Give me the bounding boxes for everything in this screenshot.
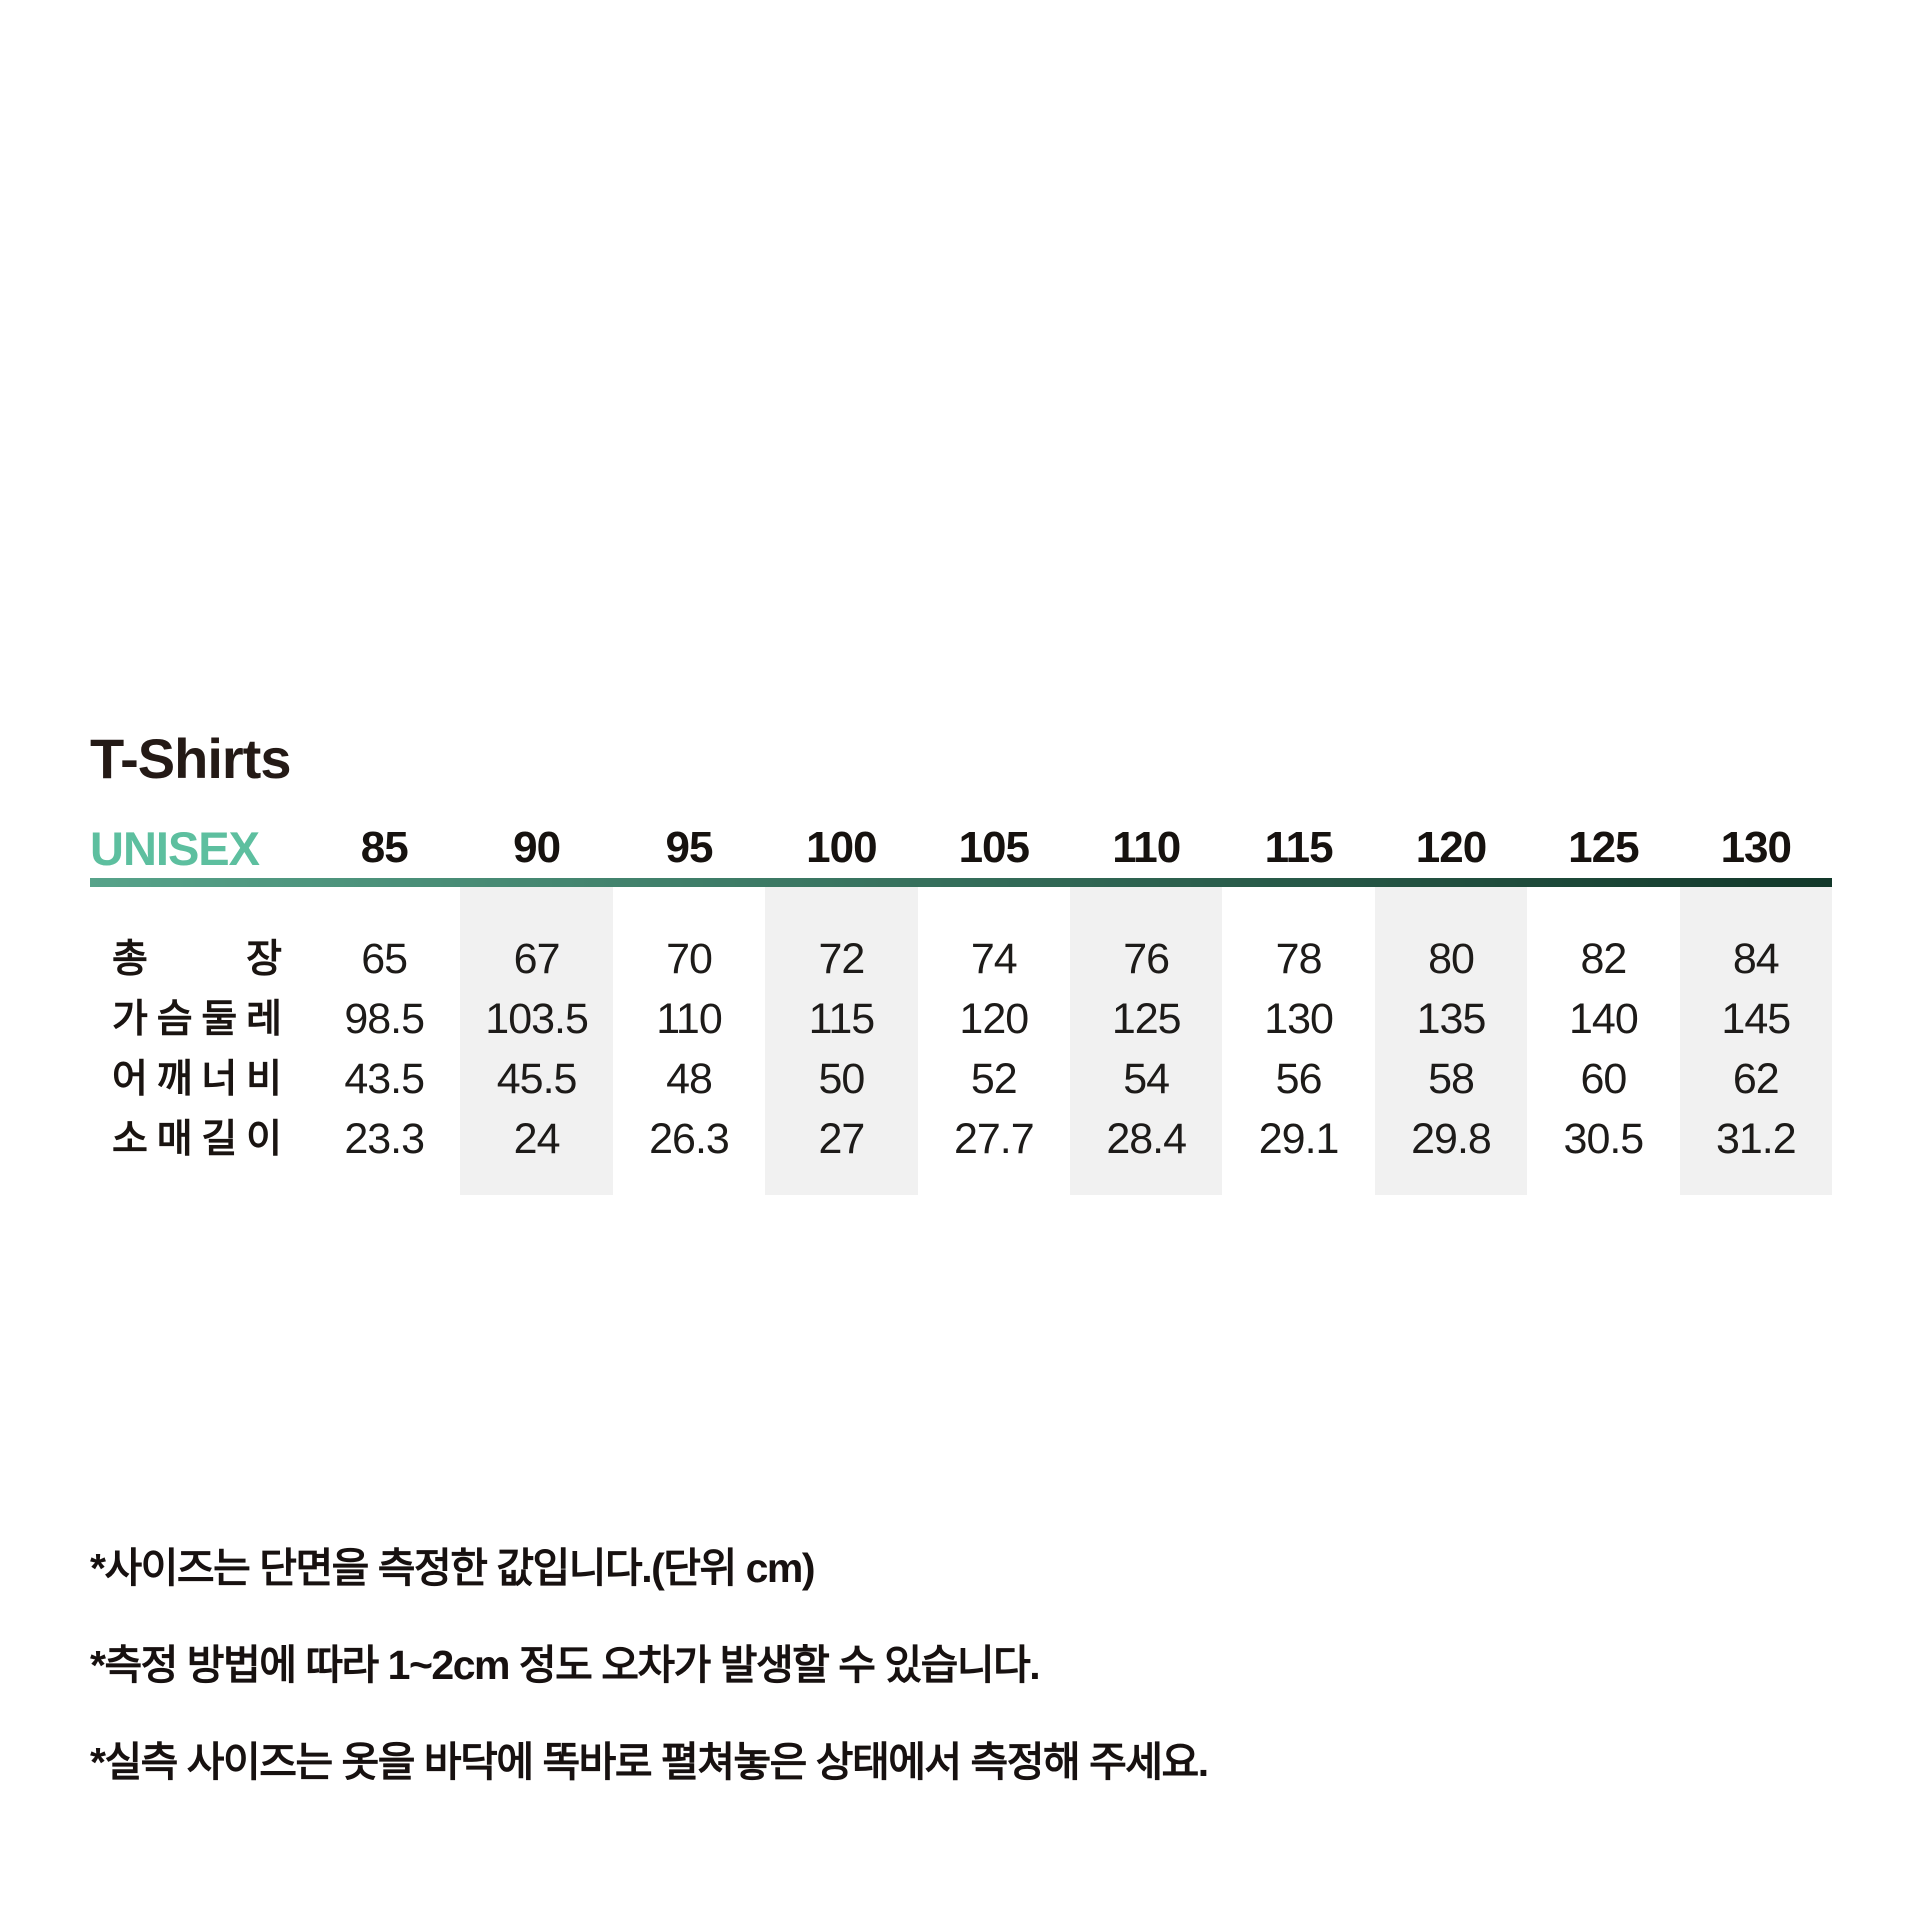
value-cell: 84 [1732,934,1780,983]
value-cell: 70 [666,934,713,983]
row-label-char: 이 [246,1117,282,1161]
value-cell: 67 [513,934,561,983]
value-cell: 125 [1111,994,1182,1043]
table-row: 소 매 길 이 23.3 24 26.3 27 27.7 28.4 29.1 29.8 30.5 31.2 [90,1109,1832,1169]
page-title: T-Shirts [90,727,291,790]
size-column-header-110: 110 [1112,823,1181,872]
value-cell: 72 [818,934,865,983]
value-cell: 78 [1275,934,1323,983]
size-column-header-95: 95 [665,823,714,872]
value-cell: 27.7 [953,1114,1035,1163]
row-label-char: 너 [201,1057,238,1101]
row-label-char: 둘 [201,997,238,1041]
value-cell: 98.5 [344,994,425,1043]
value-cell: 74 [970,934,1018,983]
row-label-char: 길 [201,1117,238,1161]
row-label-char: 총 [112,937,148,981]
stripe-column-130 [1679,887,1832,1195]
table-divider [90,878,1832,887]
note-line: *측정 방법에 따라 1~2cm 정도 오차가 발생할 수 있습니다. [90,1642,1041,1689]
size-notes: *사이즈는 단면을 측정한 값입니다.(단위 cm) *측정 방법에 따라 1~2… [90,1545,1790,1836]
column-stripes [90,887,1832,1195]
stripe-column-110 [1069,887,1223,1195]
value-cell: 62 [1732,1054,1780,1103]
value-cell: 110 [656,994,723,1043]
size-column-header-100: 100 [806,823,877,872]
value-cell: 27 [818,1114,865,1163]
value-cell: 50 [818,1054,865,1103]
value-cell: 45.5 [496,1054,578,1103]
size-column-header-115: 115 [1264,823,1334,872]
row-label-char: 매 [156,1117,193,1161]
row-label-char: 장 [246,937,282,981]
table-row: 가 슴 둘 레 98.5 103.5 110 115 120 125 130 135 140 145 [90,989,1832,1049]
value-cell: 52 [970,1054,1018,1103]
value-cell: 80 [1428,934,1475,983]
table-row: 총 장 65 67 70 72 74 76 78 80 82 84 [90,929,1832,989]
note-line: *실측 사이즈는 옷을 바닥에 똑바로 펼쳐놓은 상태에서 측정해 주세요. [90,1739,1209,1786]
value-cell: 65 [361,934,408,983]
value-cell: 103.5 [485,994,589,1043]
value-cell: 140 [1569,994,1639,1043]
value-cell: 28.4 [1106,1114,1187,1163]
value-cell: 23.3 [344,1114,425,1163]
value-cell: 29.8 [1411,1114,1492,1163]
stripe-column-100 [765,887,918,1195]
value-cell: 29.1 [1258,1114,1340,1163]
row-label-char: 슴 [156,997,193,1041]
row-label-char: 소 [112,1117,148,1161]
table-row: 어 깨 너 비 43.5 45.5 48 50 52 54 56 58 60 62 [90,1049,1832,1109]
stripe-column-120 [1374,887,1528,1195]
size-column-header-130: 130 [1720,823,1792,872]
row-label-char: 어 [112,1057,148,1101]
value-cell: 115 [808,994,876,1043]
value-cell: 60 [1580,1054,1627,1103]
value-cell: 30.5 [1563,1114,1645,1163]
value-cell: 43.5 [344,1054,425,1103]
value-cell: 56 [1275,1054,1323,1103]
value-cell: 135 [1416,994,1487,1043]
value-cell: 120 [959,994,1029,1043]
row-label-char: 깨 [156,1057,193,1101]
size-column-header-120: 120 [1415,823,1487,872]
value-cell: 145 [1721,994,1791,1043]
size-column-header-125: 125 [1568,823,1639,872]
stripe-column-90 [460,887,613,1195]
size-table-header: UNISEX 85 90 95 100 105 110 115 120 125 130 [90,822,1832,874]
size-column-header-90: 90 [513,823,561,872]
note-line: *사이즈는 단면을 측정한 값입니다.(단위 cm) [90,1545,816,1591]
row-label-char: 가 [112,997,148,1041]
value-cell: 26.3 [649,1114,730,1163]
value-cell: 31.2 [1715,1114,1797,1163]
value-cell: 82 [1580,934,1627,983]
size-table-body: 총 장 65 67 70 72 74 76 78 80 82 84 가 슴 둘 레 98.5 103.5 110 11… [90,887,1832,1195]
value-cell: 54 [1123,1054,1170,1103]
size-column-header-105: 105 [958,823,1030,872]
value-cell: 130 [1264,994,1334,1043]
row-label-char: 레 [246,997,282,1041]
value-cell: 24 [513,1114,561,1163]
row-label-char: 비 [246,1057,282,1101]
value-cell: 76 [1123,934,1170,983]
value-cell: 48 [666,1054,713,1103]
value-cell: 58 [1428,1054,1475,1103]
size-column-header-85: 85 [360,823,409,872]
gender-label: UNISEX [90,821,260,875]
